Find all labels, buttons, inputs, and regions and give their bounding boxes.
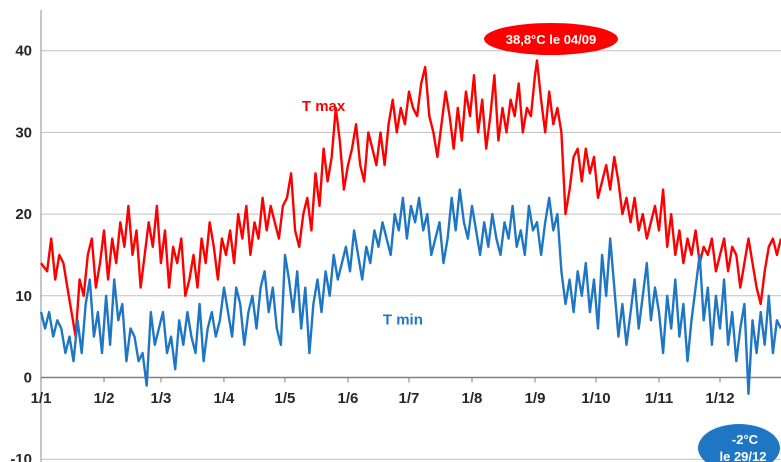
y-axis-ticks: -10 0 10 20 30 40 [10, 43, 32, 462]
y-tick-label: -10 [10, 451, 32, 462]
x-tick-label: 1/8 [462, 390, 483, 407]
max-callout-text: 38,8°C le 04/09 [506, 32, 597, 47]
grid-lines [40, 10, 781, 462]
x-tick-label: 1/11 [645, 390, 673, 407]
series-line-tmin [39, 188, 781, 395]
x-tick-label: 1/10 [581, 390, 610, 407]
min-callout-bubble [698, 424, 780, 462]
x-tick-label: 1/1 [31, 390, 52, 407]
series-line-tmax [40, 59, 781, 338]
min-callout: -2°C le 29/12 [698, 424, 780, 462]
x-tick-label: 1/7 [399, 390, 420, 407]
y-tick-label: 0 [24, 370, 32, 387]
x-tick-label: 1/2 [94, 390, 115, 407]
x-tick-label: 1/5 [275, 390, 296, 407]
series-lines [39, 59, 781, 395]
x-tick-label: 1/6 [338, 390, 359, 407]
max-callout-bubble [484, 23, 618, 55]
x-tick-label: 1/4 [214, 390, 236, 407]
y-tick-label: 40 [15, 43, 32, 60]
series-label-tmin: T min [383, 311, 423, 328]
max-callout: 38,8°C le 04/09 [484, 23, 618, 55]
x-tick-label: 1/12 [705, 390, 734, 407]
min-callout-text-line2: le 29/12 [720, 449, 767, 462]
series-label-tmax: T max [302, 98, 346, 115]
x-tick-label: 1/3 [151, 390, 172, 407]
y-tick-label: 30 [15, 124, 32, 141]
y-tick-label: 20 [15, 206, 32, 223]
min-callout-text-line1: -2°C [732, 432, 759, 447]
x-tick-label: 1/9 [525, 390, 546, 407]
y-tick-label: 10 [15, 288, 32, 305]
x-axis-ticks: 1/1 1/2 1/3 1/4 1/5 1/6 1/7 1/8 1/9 1/10 1/11 1/12 [31, 377, 735, 407]
